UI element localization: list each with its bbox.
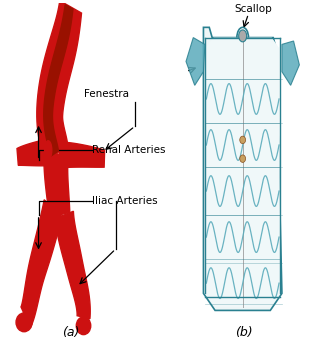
Polygon shape <box>37 1 82 161</box>
Polygon shape <box>282 41 300 85</box>
Polygon shape <box>204 27 282 310</box>
Text: Fenestra: Fenestra <box>84 89 129 99</box>
Text: Scallop: Scallop <box>234 4 272 14</box>
Polygon shape <box>17 138 53 166</box>
Ellipse shape <box>16 313 32 332</box>
Polygon shape <box>59 142 105 168</box>
Text: (a): (a) <box>62 326 79 339</box>
Ellipse shape <box>76 317 91 335</box>
Ellipse shape <box>240 136 245 144</box>
Text: (b): (b) <box>235 326 253 339</box>
Text: Iliac Arteries: Iliac Arteries <box>92 196 157 206</box>
Polygon shape <box>205 38 280 307</box>
Polygon shape <box>44 5 73 156</box>
Polygon shape <box>55 211 90 319</box>
Ellipse shape <box>240 155 245 163</box>
Polygon shape <box>44 150 70 218</box>
Ellipse shape <box>44 141 52 159</box>
Polygon shape <box>186 38 205 85</box>
Polygon shape <box>21 200 62 327</box>
Ellipse shape <box>239 30 247 42</box>
Text: Renal Arteries: Renal Arteries <box>92 145 165 155</box>
